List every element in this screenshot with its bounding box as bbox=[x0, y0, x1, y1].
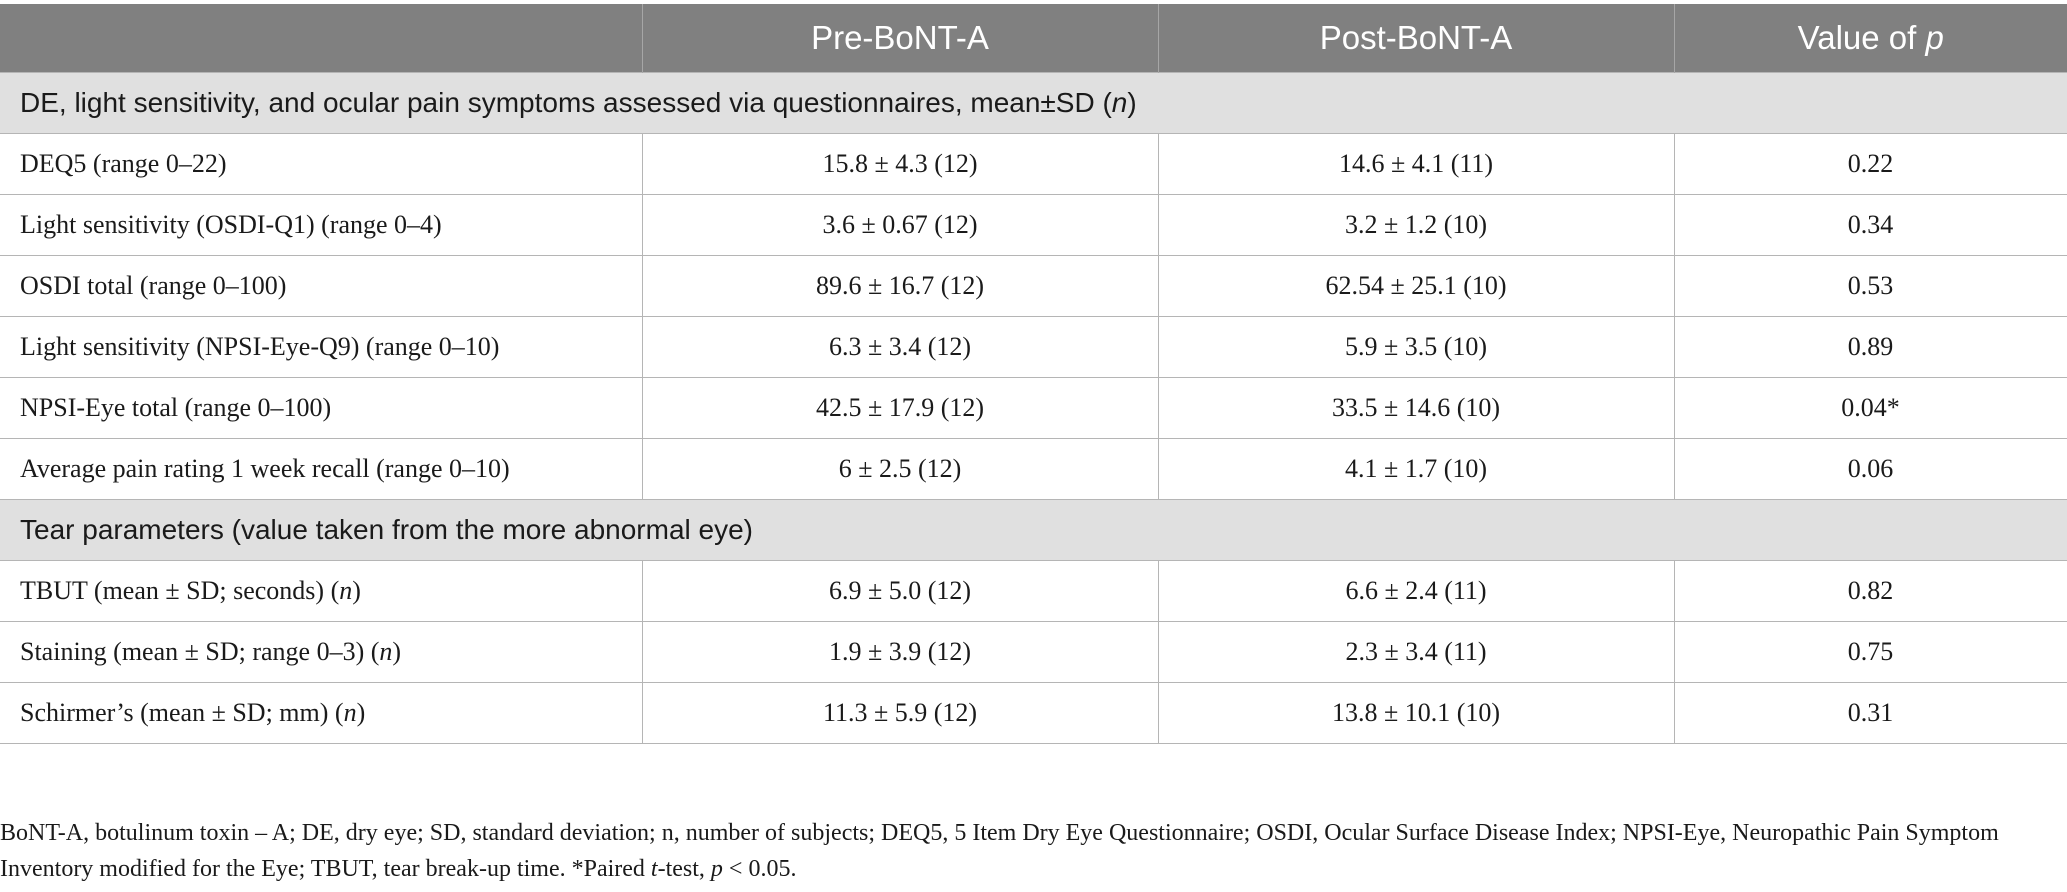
p-value: 0.75 bbox=[1673, 621, 2067, 683]
pre-value: 6.9 ± 5.0 (12) bbox=[641, 560, 1158, 622]
row-label: Light sensitivity (OSDI-Q1) (range 0–4) bbox=[0, 194, 642, 256]
table-row: Average pain rating 1 week recall (range… bbox=[0, 438, 2067, 500]
row-label: Average pain rating 1 week recall (range… bbox=[0, 438, 642, 500]
section-header-tear-parameters: Tear parameters (value taken from the mo… bbox=[0, 499, 2067, 561]
p-value: 0.53 bbox=[1673, 255, 2067, 317]
table-row: Light sensitivity (NPSI-Eye-Q9) (range 0… bbox=[0, 316, 2067, 378]
row-label: OSDI total (range 0–100) bbox=[0, 255, 642, 317]
p-value: 0.22 bbox=[1673, 133, 2067, 195]
row-label: Schirmer’s (mean ± SD; mm) (n) bbox=[0, 682, 642, 744]
table-row: Schirmer’s (mean ± SD; mm) (n) 11.3 ± 5.… bbox=[0, 682, 2067, 744]
post-value: 14.6 ± 4.1 (11) bbox=[1157, 133, 1674, 195]
table-row: OSDI total (range 0–100) 89.6 ± 16.7 (12… bbox=[0, 255, 2067, 317]
p-value: 0.31 bbox=[1673, 682, 2067, 744]
pre-value: 1.9 ± 3.9 (12) bbox=[641, 621, 1158, 683]
pre-value: 11.3 ± 5.9 (12) bbox=[641, 682, 1158, 744]
pre-value: 89.6 ± 16.7 (12) bbox=[641, 255, 1158, 317]
row-label: Light sensitivity (NPSI-Eye-Q9) (range 0… bbox=[0, 316, 642, 378]
header-label-column bbox=[0, 4, 642, 73]
p-value: 0.06 bbox=[1673, 438, 2067, 500]
pre-value: 3.6 ± 0.67 (12) bbox=[641, 194, 1158, 256]
results-table: Pre-BoNT-A Post-BoNT-A Value of p DE, li… bbox=[0, 4, 2067, 744]
header-p-value: Value of p bbox=[1673, 4, 2067, 73]
row-label: TBUT (mean ± SD; seconds) (n) bbox=[0, 560, 642, 622]
pre-value: 6.3 ± 3.4 (12) bbox=[641, 316, 1158, 378]
section-title: Tear parameters (value taken from the mo… bbox=[0, 499, 2067, 561]
post-value: 13.8 ± 10.1 (10) bbox=[1157, 682, 1674, 744]
p-value: 0.04* bbox=[1673, 377, 2067, 439]
row-label: Staining (mean ± SD; range 0–3) (n) bbox=[0, 621, 642, 683]
p-value: 0.89 bbox=[1673, 316, 2067, 378]
table-row: Light sensitivity (OSDI-Q1) (range 0–4) … bbox=[0, 194, 2067, 256]
table-row: Staining (mean ± SD; range 0–3) (n) 1.9 … bbox=[0, 621, 2067, 683]
post-value: 3.2 ± 1.2 (10) bbox=[1157, 194, 1674, 256]
table-row: DEQ5 (range 0–22) 15.8 ± 4.3 (12) 14.6 ±… bbox=[0, 133, 2067, 195]
results-table-container: Pre-BoNT-A Post-BoNT-A Value of p DE, li… bbox=[0, 4, 2067, 744]
p-value: 0.34 bbox=[1673, 194, 2067, 256]
row-label: DEQ5 (range 0–22) bbox=[0, 133, 642, 195]
section-title: DE, light sensitivity, and ocular pain s… bbox=[0, 72, 2067, 134]
table-footnote: BoNT-A, botulinum toxin – A; DE, dry eye… bbox=[0, 815, 2060, 887]
p-value: 0.82 bbox=[1673, 560, 2067, 622]
table-row: NPSI-Eye total (range 0–100) 42.5 ± 17.9… bbox=[0, 377, 2067, 439]
post-value: 6.6 ± 2.4 (11) bbox=[1157, 560, 1674, 622]
header-row: Pre-BoNT-A Post-BoNT-A Value of p bbox=[0, 4, 2067, 73]
post-value: 2.3 ± 3.4 (11) bbox=[1157, 621, 1674, 683]
pre-value: 6 ± 2.5 (12) bbox=[641, 438, 1158, 500]
header-post-bont-a: Post-BoNT-A bbox=[1157, 4, 1674, 73]
row-label: NPSI-Eye total (range 0–100) bbox=[0, 377, 642, 439]
post-value: 62.54 ± 25.1 (10) bbox=[1157, 255, 1674, 317]
post-value: 4.1 ± 1.7 (10) bbox=[1157, 438, 1674, 500]
footnote-text: BoNT-A, botulinum toxin – A; DE, dry eye… bbox=[0, 820, 1999, 882]
post-value: 5.9 ± 3.5 (10) bbox=[1157, 316, 1674, 378]
pre-value: 42.5 ± 17.9 (12) bbox=[641, 377, 1158, 439]
table-row: TBUT (mean ± SD; seconds) (n) 6.9 ± 5.0 … bbox=[0, 560, 2067, 622]
pre-value: 15.8 ± 4.3 (12) bbox=[641, 133, 1158, 195]
section-header-questionnaires: DE, light sensitivity, and ocular pain s… bbox=[0, 72, 2067, 134]
header-pre-bont-a: Pre-BoNT-A bbox=[641, 4, 1158, 73]
post-value: 33.5 ± 14.6 (10) bbox=[1157, 377, 1674, 439]
